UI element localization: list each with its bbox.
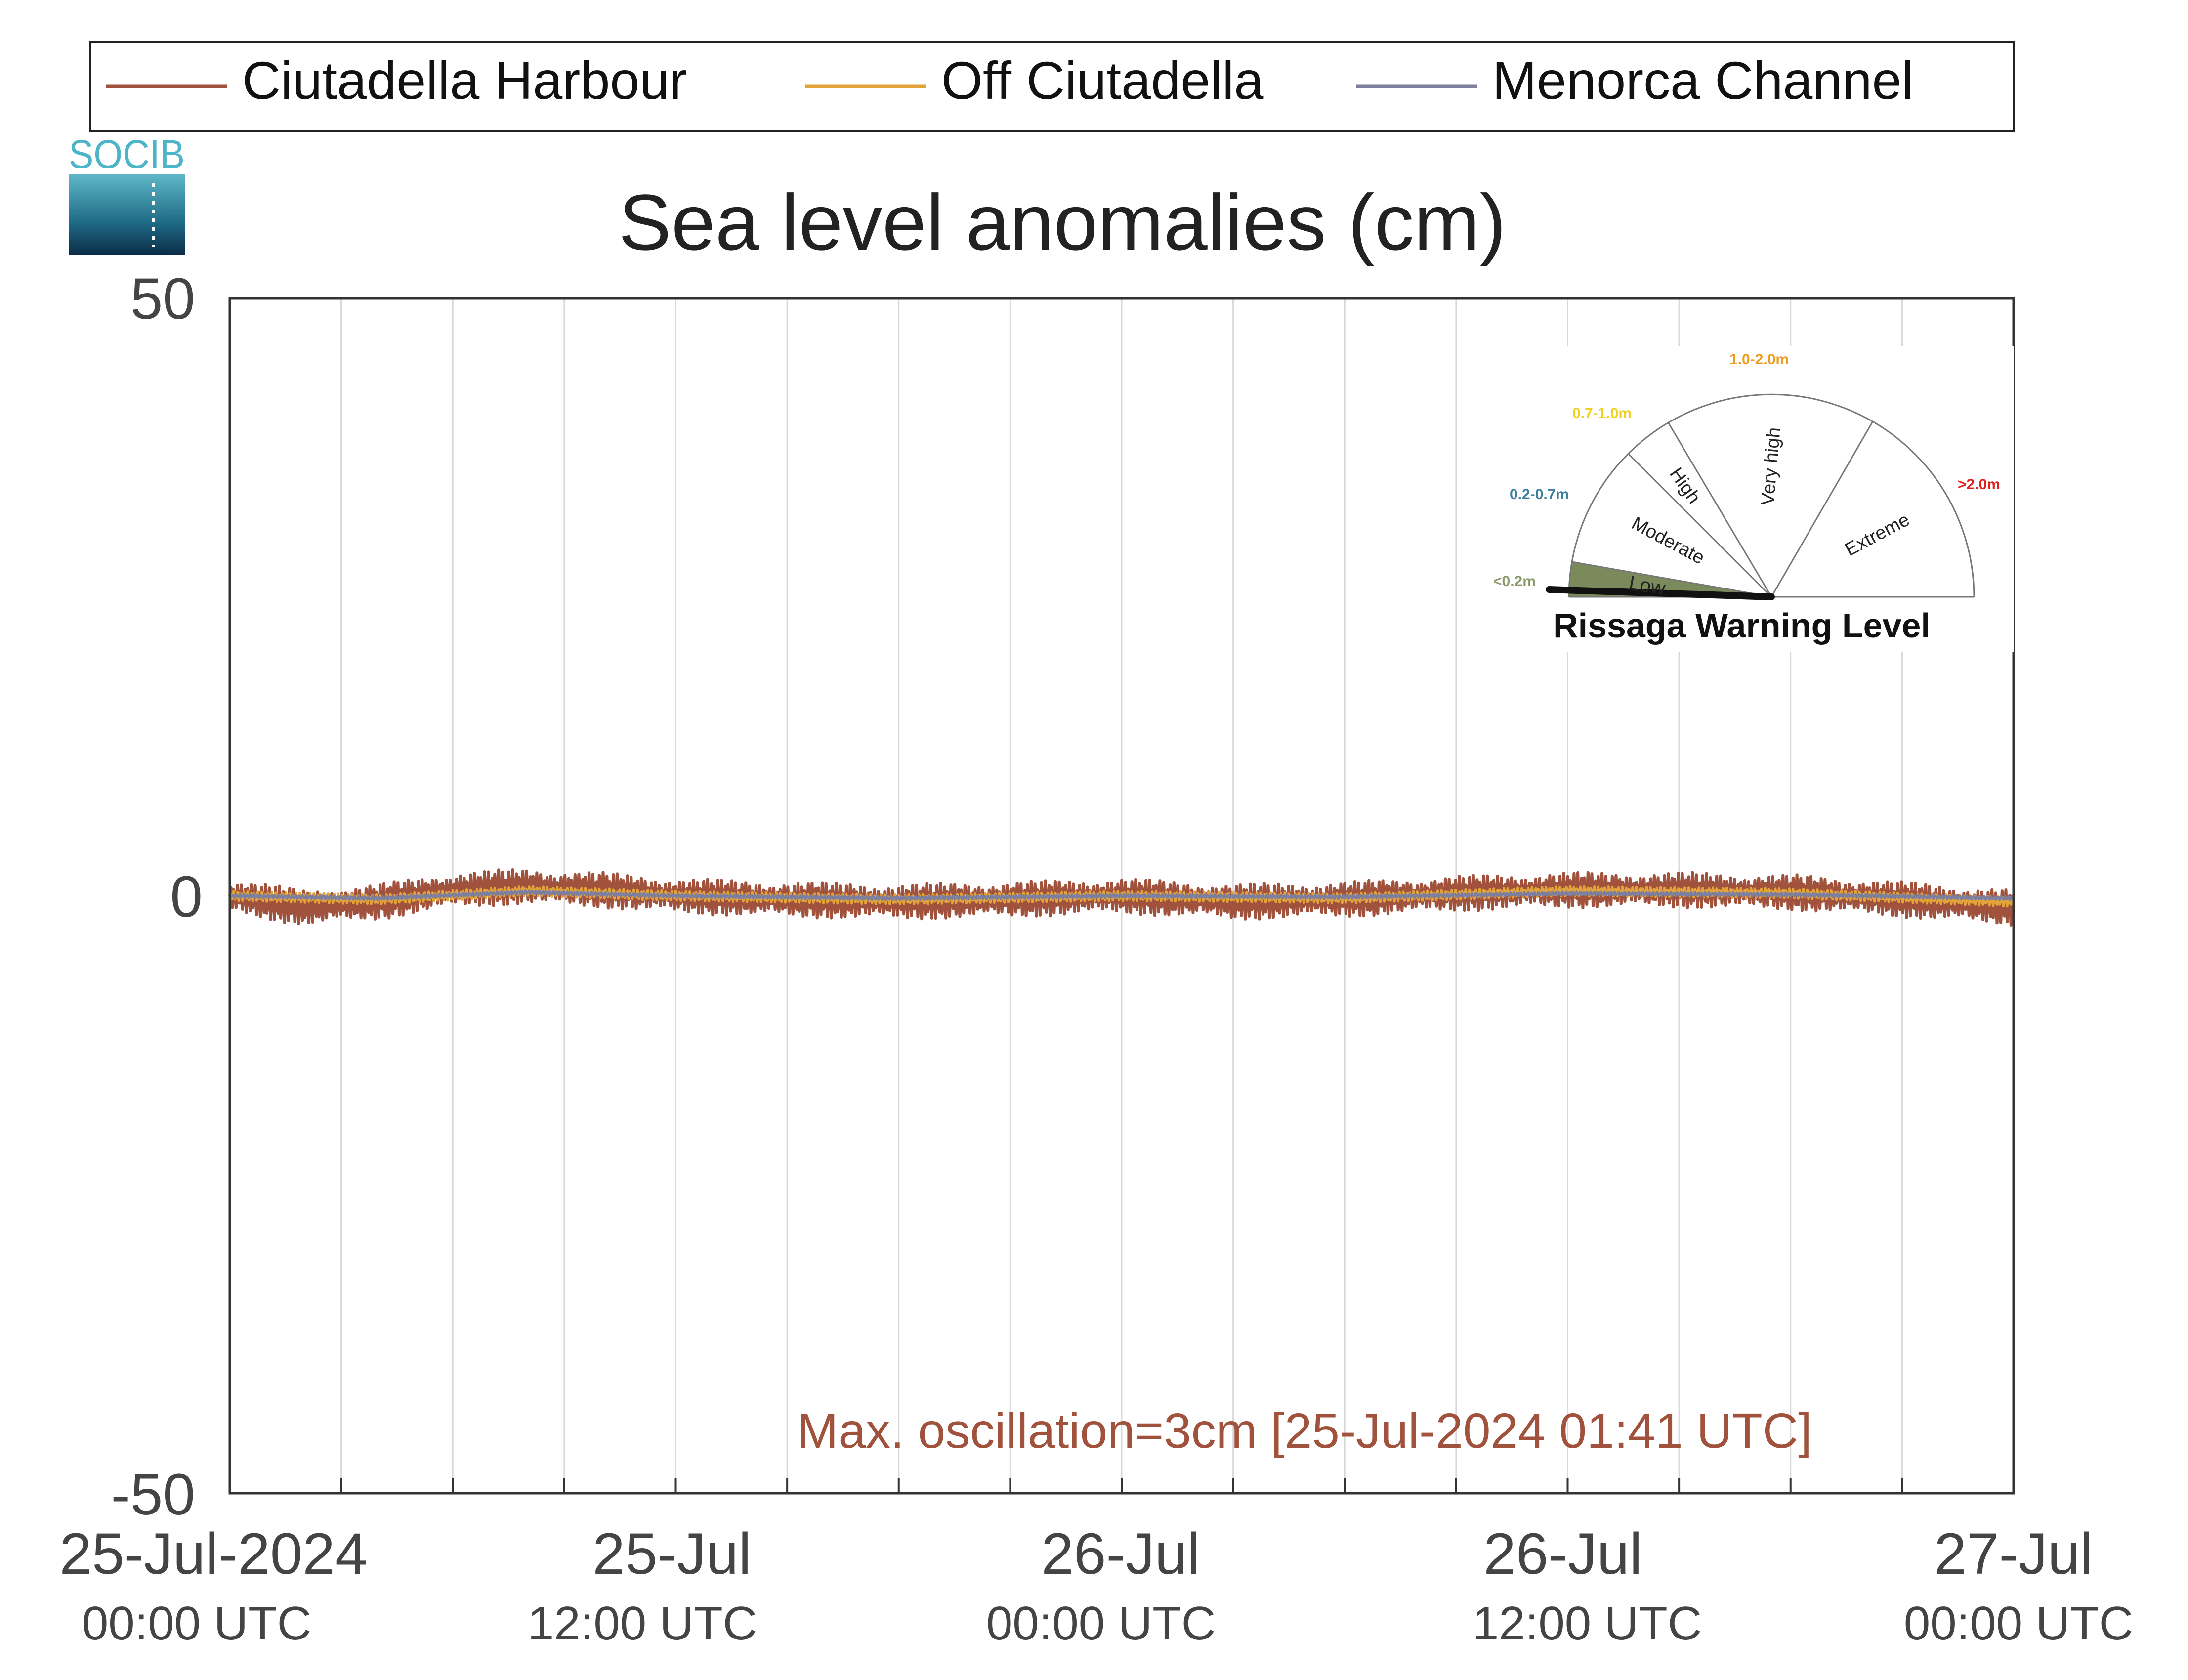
gauge-range-low: <0.2m <box>1493 573 1536 589</box>
gauge-needle <box>1546 586 1775 600</box>
x-tick-marks <box>229 1478 2015 1493</box>
x-tick-date-1: 25-Jul <box>592 1521 751 1587</box>
gauge-title: Rissaga Warning Level <box>1553 606 1931 645</box>
x-tick-time-1: 12:00 UTC <box>528 1597 757 1650</box>
gauge-range-very-high: 1.0-2.0m <box>1729 351 1789 368</box>
series-line-menorca-channel <box>228 889 2015 901</box>
legend-label-menorca-channel: Menorca Channel <box>1492 50 1914 110</box>
y-tick-label-50: 50 <box>130 266 195 332</box>
series-layer <box>228 868 2015 927</box>
series-line-ciutadella-harbour <box>228 868 2015 927</box>
gauge-range-moderate: 0.2-0.7m <box>1510 486 1569 503</box>
x-tick-time-0: 00:00 UTC <box>82 1597 311 1650</box>
legend: Ciutadella Harbour Off Ciutadella Menorc… <box>89 41 2015 132</box>
gauge-range-high: 0.7-1.0m <box>1572 405 1632 421</box>
x-axis: 25-Jul-2024 00:00 UTC 25-Jul 12:00 UTC 2… <box>59 1521 2133 1650</box>
y-tick-label-minus-50: -50 <box>111 1462 195 1527</box>
chart-title: Sea level anomalies (cm) <box>619 178 1506 266</box>
y-axis: 50 0 -50 <box>111 266 203 1527</box>
socib-logo: SOCIB <box>69 132 185 255</box>
max-oscillation-annotation: Max. oscillation=3cm [25-Jul-2024 01:41 … <box>797 1403 1812 1459</box>
x-tick-date-0: 25-Jul-2024 <box>59 1521 367 1587</box>
socib-logo-text: SOCIB <box>69 132 185 177</box>
x-tick-time-4: 00:00 UTC <box>1904 1597 2133 1650</box>
legend-label-off-ciutadella: Off Ciutadella <box>941 50 1264 110</box>
gauge-range-extreme: >2.0m <box>1958 476 2000 493</box>
x-tick-date-2: 26-Jul <box>1041 1521 1200 1587</box>
x-tick-date-4: 27-Jul <box>1934 1521 2093 1587</box>
x-tick-time-2: 00:00 UTC <box>986 1597 1216 1650</box>
x-tick-time-3: 12:00 UTC <box>1473 1597 1702 1650</box>
legend-label-ciutadella-harbour: Ciutadella Harbour <box>242 50 687 110</box>
y-tick-label-0: 0 <box>170 864 203 929</box>
rissaga-warning-gauge: Low Moderate High Very high Extreme <0.2… <box>1487 346 2014 652</box>
x-tick-date-3: 26-Jul <box>1483 1521 1642 1587</box>
